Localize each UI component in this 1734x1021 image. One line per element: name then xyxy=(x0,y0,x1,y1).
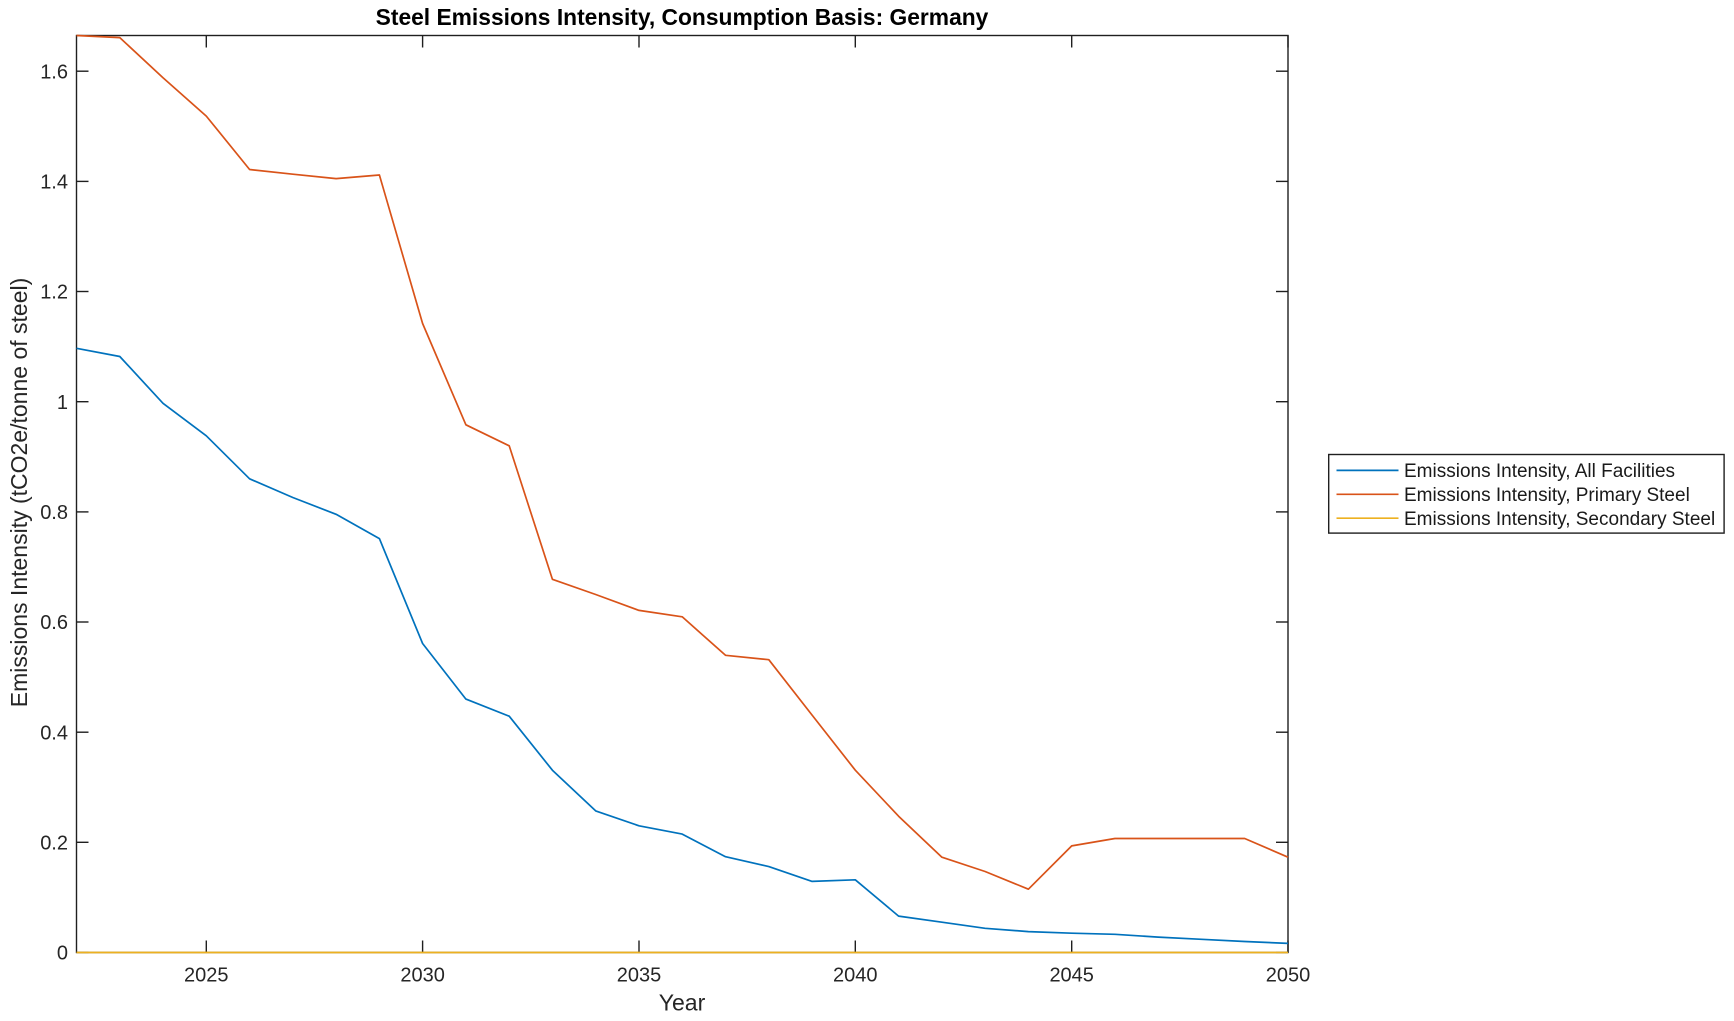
svg-text:Emissions Intensity, Secondary: Emissions Intensity, Secondary Steel xyxy=(1404,509,1715,530)
svg-text:0: 0 xyxy=(57,943,68,965)
svg-text:2040: 2040 xyxy=(833,965,878,987)
svg-text:2025: 2025 xyxy=(184,965,229,987)
svg-text:Steel Emissions Intensity, Con: Steel Emissions Intensity, Consumption B… xyxy=(376,4,989,30)
svg-text:0.8: 0.8 xyxy=(40,502,68,524)
svg-text:2030: 2030 xyxy=(400,965,445,987)
svg-text:Emissions Intensity, All Facil: Emissions Intensity, All Facilities xyxy=(1404,461,1675,482)
svg-text:1.6: 1.6 xyxy=(40,61,68,83)
svg-text:1.4: 1.4 xyxy=(40,172,68,194)
svg-text:1.2: 1.2 xyxy=(40,282,68,304)
svg-text:Emissions Intensity, Primary S: Emissions Intensity, Primary Steel xyxy=(1404,485,1690,506)
svg-text:0.6: 0.6 xyxy=(40,612,68,634)
svg-text:1: 1 xyxy=(57,392,68,414)
svg-text:0.2: 0.2 xyxy=(40,833,68,855)
svg-text:2050: 2050 xyxy=(1266,965,1311,987)
svg-text:2045: 2045 xyxy=(1049,965,1094,987)
svg-text:2035: 2035 xyxy=(617,965,662,987)
svg-text:Emissions Intensity (tCO2e/ton: Emissions Intensity (tCO2e/tonne of stee… xyxy=(6,278,32,708)
svg-text:0.4: 0.4 xyxy=(40,722,68,744)
svg-text:Year: Year xyxy=(659,990,706,1016)
